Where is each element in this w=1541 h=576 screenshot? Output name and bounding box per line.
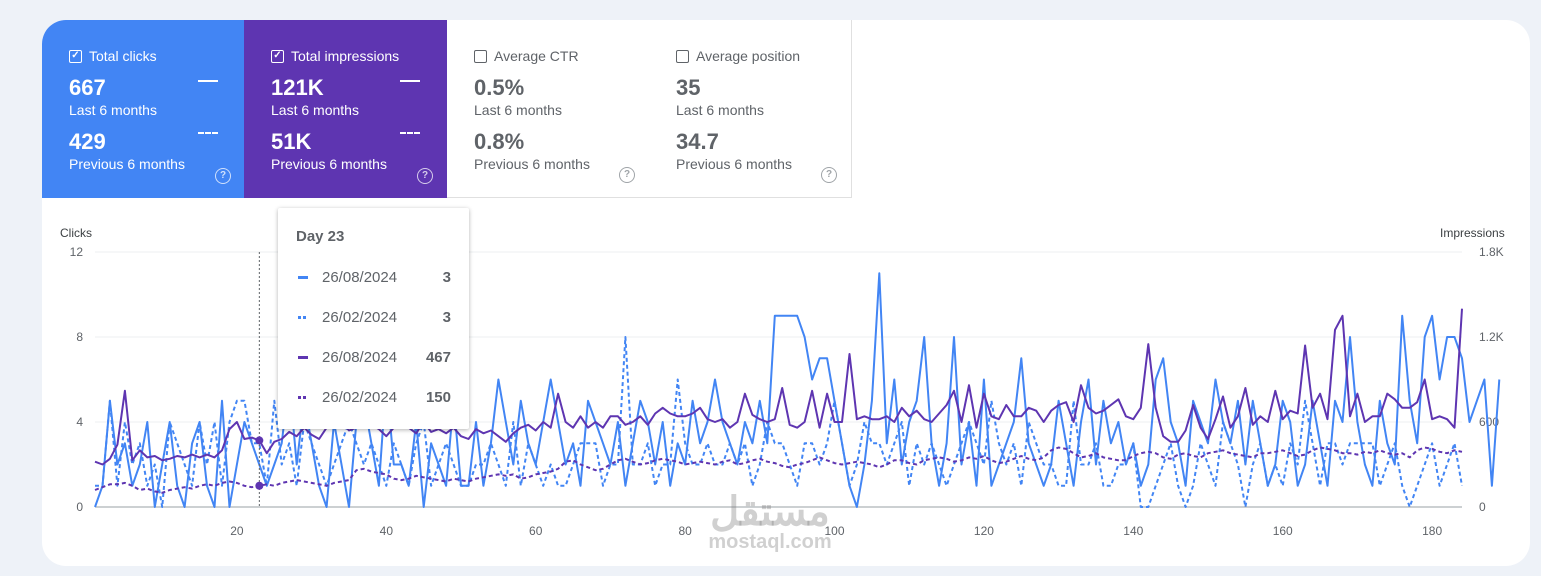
left-axis-tick-label: 12 xyxy=(70,245,84,259)
solid-clicks-swatch-icon xyxy=(298,276,308,279)
tooltip-value: 3 xyxy=(442,309,451,326)
metric-period: Last 6 months xyxy=(271,102,359,118)
tooltip-date: 26/02/2024 xyxy=(322,389,398,406)
metric-average-ctr[interactable]: Average CTR 0.5% Last 6 months 0.8% Prev… xyxy=(447,20,650,198)
chart-tooltip: Day 23 26/08/2024 3 26/02/2024 3 26/08/2… xyxy=(278,208,469,429)
checkbox-checked-icon[interactable]: ✓ xyxy=(69,49,82,63)
tooltip-value: 3 xyxy=(442,269,451,286)
x-axis-tick-label: 180 xyxy=(1422,524,1442,538)
solid-line-legend-icon xyxy=(400,80,420,82)
metric-header: ✓ Total impressions xyxy=(271,48,447,64)
x-axis-tick-label: 80 xyxy=(678,524,692,538)
metric-header: Average position xyxy=(676,48,851,64)
metric-total-clicks[interactable]: ✓ Total clicks 667 Last 6 months 429 Pre… xyxy=(42,20,245,198)
left-axis-tick-label: 4 xyxy=(76,415,83,429)
metric-prev-value: 429 xyxy=(69,129,106,154)
tooltip-title: Day 23 xyxy=(296,228,345,245)
metric-prev-value: 34.7 xyxy=(676,129,719,154)
dashed-impressions-swatch-icon xyxy=(298,396,308,399)
tooltip-row: 26/02/2024 150 xyxy=(296,389,451,407)
watermark-latin: mostaql.com xyxy=(708,531,832,553)
x-axis-tick-label: 20 xyxy=(230,524,244,538)
metric-value: 35 xyxy=(676,75,701,100)
right-axis-title: Impressions xyxy=(1440,226,1505,240)
hover-point xyxy=(255,436,264,445)
metric-value: 0.5% xyxy=(474,75,525,100)
checkbox-checked-icon[interactable]: ✓ xyxy=(271,49,284,63)
dashed-line-legend-icon xyxy=(198,132,218,134)
watermark: مستقل mostaql.com xyxy=(690,492,850,552)
help-icon[interactable]: ? xyxy=(619,167,635,183)
left-axis-tick-label: 8 xyxy=(76,330,83,344)
solid-line-legend-icon xyxy=(198,80,218,82)
left-axis-tick-label: 0 xyxy=(76,500,83,514)
series-line-2 xyxy=(94,308,1463,466)
metric-label: Total impressions xyxy=(291,48,400,64)
metric-label: Average position xyxy=(696,48,801,64)
tooltip-row: 26/08/2024 3 xyxy=(296,269,451,287)
hover-point xyxy=(255,481,264,490)
right-axis-tick-label: 1.8K xyxy=(1479,245,1504,259)
left-axis-title: Clicks xyxy=(60,226,92,240)
checkbox-unchecked-icon[interactable] xyxy=(474,49,487,63)
metric-total-impressions[interactable]: ✓ Total impressions 121K Last 6 months 5… xyxy=(244,20,447,198)
metric-label: Average CTR xyxy=(494,48,579,64)
tooltip-date: 26/08/2024 xyxy=(322,269,398,286)
metric-prev-value: 0.8% xyxy=(474,129,525,154)
x-axis-tick-label: 100 xyxy=(825,524,845,538)
series-line-3 xyxy=(94,446,1463,494)
metric-prev-period: Previous 6 months xyxy=(271,156,387,172)
x-axis-tick-label: 140 xyxy=(1123,524,1143,538)
x-axis-tick-label: 40 xyxy=(380,524,394,538)
metric-value: 667 xyxy=(69,75,106,100)
dashed-line-legend-icon xyxy=(400,132,420,134)
metric-period: Last 6 months xyxy=(69,102,157,118)
metric-period: Last 6 months xyxy=(474,102,562,118)
help-icon[interactable]: ? xyxy=(821,167,837,183)
metric-prev-value: 51K xyxy=(271,129,312,154)
watermark-arabic: مستقل xyxy=(710,490,830,534)
metric-period: Last 6 months xyxy=(676,102,764,118)
tooltip-date: 26/02/2024 xyxy=(322,309,398,326)
metric-prev-period: Previous 6 months xyxy=(69,156,185,172)
x-axis-tick-label: 160 xyxy=(1273,524,1293,538)
metric-prev-period: Previous 6 months xyxy=(676,156,792,172)
right-axis-tick-label: 600 xyxy=(1479,415,1499,429)
metric-header: Average CTR xyxy=(474,48,649,64)
metric-value: 121K xyxy=(271,75,324,100)
x-axis-tick-label: 120 xyxy=(974,524,994,538)
checkbox-unchecked-icon[interactable] xyxy=(676,49,689,63)
solid-impressions-swatch-icon xyxy=(298,356,308,359)
tooltip-date: 26/08/2024 xyxy=(322,349,398,366)
right-axis-tick-label: 0 xyxy=(1479,500,1486,514)
dashed-clicks-swatch-icon xyxy=(298,316,308,319)
help-icon[interactable]: ? xyxy=(417,168,433,184)
tooltip-value: 150 xyxy=(425,389,451,406)
right-axis-tick-label: 1.2K xyxy=(1479,330,1504,344)
help-icon[interactable]: ? xyxy=(215,168,231,184)
tooltip-value: 467 xyxy=(425,349,451,366)
tooltip-row: 26/02/2024 3 xyxy=(296,309,451,327)
metric-header: ✓ Total clicks xyxy=(69,48,245,64)
x-axis-tick-label: 60 xyxy=(529,524,543,538)
tooltip-row: 26/08/2024 467 xyxy=(296,349,451,367)
metric-average-position[interactable]: Average position 35 Last 6 months 34.7 P… xyxy=(649,20,852,198)
metric-prev-period: Previous 6 months xyxy=(474,156,590,172)
metric-label: Total clicks xyxy=(89,48,157,64)
